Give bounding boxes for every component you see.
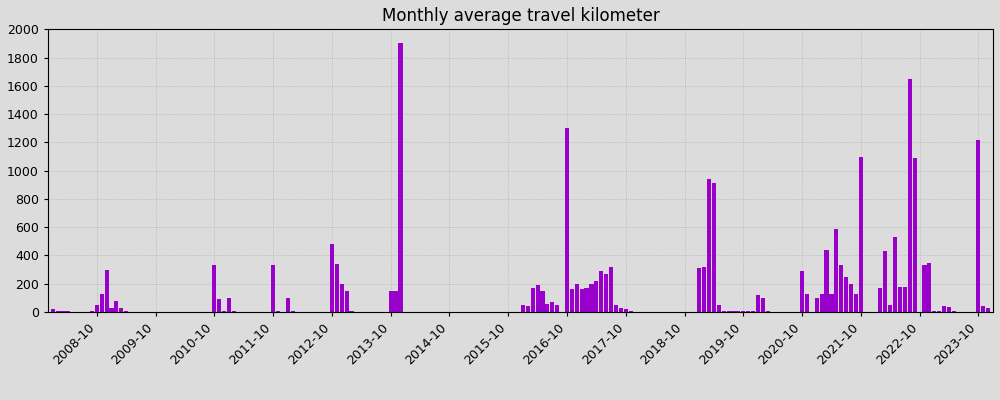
Bar — [227, 298, 231, 312]
Bar — [521, 305, 525, 312]
Bar — [100, 294, 104, 312]
Bar — [570, 289, 574, 312]
Bar — [212, 265, 216, 312]
Bar — [291, 310, 295, 312]
Bar — [986, 308, 990, 312]
Bar — [761, 298, 765, 312]
Bar — [952, 311, 956, 312]
Bar — [908, 79, 912, 312]
Bar — [56, 310, 60, 312]
Bar — [629, 311, 633, 312]
Bar — [105, 270, 109, 312]
Bar — [712, 183, 716, 312]
Bar — [942, 306, 946, 312]
Bar — [756, 295, 760, 312]
Bar — [731, 311, 736, 312]
Bar — [335, 264, 339, 312]
Bar — [550, 302, 554, 312]
Bar — [222, 310, 226, 312]
Bar — [844, 277, 848, 312]
Bar — [584, 288, 589, 312]
Bar — [829, 294, 834, 312]
Bar — [609, 267, 613, 312]
Bar — [800, 271, 804, 312]
Bar — [624, 309, 628, 312]
Bar — [540, 291, 545, 312]
Bar — [824, 250, 829, 312]
Bar — [119, 308, 123, 312]
Bar — [393, 291, 398, 312]
Bar — [114, 301, 118, 312]
Bar — [976, 140, 980, 312]
Bar — [717, 305, 721, 312]
Bar — [746, 311, 750, 312]
Bar — [65, 311, 70, 312]
Bar — [232, 310, 236, 312]
Bar — [820, 294, 824, 312]
Bar — [702, 267, 706, 312]
Bar — [839, 265, 843, 312]
Bar — [575, 284, 579, 312]
Bar — [345, 291, 349, 312]
Bar — [888, 305, 892, 312]
Bar — [95, 305, 99, 312]
Bar — [340, 284, 344, 312]
Bar — [330, 244, 334, 312]
Bar — [741, 311, 745, 312]
Bar — [922, 265, 927, 312]
Bar — [947, 307, 951, 312]
Bar — [893, 237, 897, 312]
Bar — [849, 284, 853, 312]
Bar — [124, 310, 128, 312]
Bar — [815, 298, 819, 312]
Bar — [805, 294, 809, 312]
Bar — [927, 262, 931, 312]
Bar — [90, 311, 94, 312]
Bar — [981, 306, 985, 312]
Bar — [903, 286, 907, 312]
Bar — [580, 289, 584, 312]
Title: Monthly average travel kilometer: Monthly average travel kilometer — [382, 7, 659, 25]
Bar — [859, 156, 863, 312]
Bar — [614, 305, 618, 312]
Bar — [722, 310, 726, 312]
Bar — [937, 310, 941, 312]
Bar — [555, 305, 559, 312]
Bar — [276, 310, 280, 312]
Bar — [707, 179, 711, 312]
Bar — [531, 288, 535, 312]
Bar — [271, 265, 275, 312]
Bar — [565, 128, 569, 312]
Bar — [398, 44, 403, 312]
Bar — [604, 274, 608, 312]
Bar — [766, 311, 770, 312]
Bar — [51, 309, 55, 312]
Bar — [854, 294, 858, 312]
Bar — [834, 228, 838, 312]
Bar — [589, 284, 594, 312]
Bar — [349, 311, 354, 312]
Bar — [545, 304, 549, 312]
Bar — [217, 299, 221, 312]
Bar — [389, 291, 393, 312]
Bar — [109, 308, 114, 312]
Bar — [619, 308, 623, 312]
Bar — [898, 286, 902, 312]
Bar — [286, 298, 290, 312]
Bar — [599, 271, 603, 312]
Bar — [60, 311, 65, 312]
Bar — [727, 311, 731, 312]
Bar — [736, 311, 740, 312]
Bar — [697, 268, 701, 312]
Bar — [751, 311, 755, 312]
Bar — [878, 288, 882, 312]
Bar — [913, 158, 917, 312]
Bar — [932, 310, 936, 312]
Bar — [536, 285, 540, 312]
Bar — [594, 281, 598, 312]
Bar — [526, 306, 530, 312]
Bar — [883, 251, 887, 312]
